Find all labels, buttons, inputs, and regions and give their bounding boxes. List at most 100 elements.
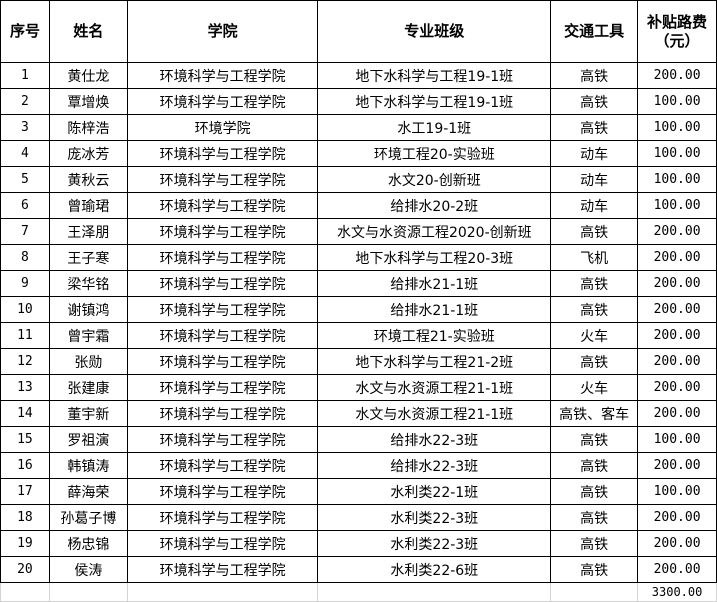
cell-subsidy: 200.00 <box>637 244 717 271</box>
cell-class: 给排水22-3班 <box>317 426 552 453</box>
cell-index: 7 <box>0 218 50 245</box>
cell-college: 环境科学与工程学院 <box>126 504 319 531</box>
table-row: 1 黄仕龙 环境科学与工程学院 地下水科学与工程19-1班 高铁 200.00 <box>0 62 717 89</box>
cell-name: 曾瑜珺 <box>48 192 128 219</box>
cell-college: 环境科学与工程学院 <box>126 244 319 271</box>
table-row: 19 杨忠锦 环境科学与工程学院 水利类22-3班 高铁 200.00 <box>0 530 717 557</box>
table-row: 5 黄秋云 环境科学与工程学院 水文20-创新班 动车 100.00 <box>0 166 717 193</box>
cell-index: 11 <box>0 322 50 349</box>
cell-name: 曾宇霜 <box>48 322 128 349</box>
header-subsidy: 补贴路费 （元） <box>637 0 717 63</box>
cell-college: 环境科学与工程学院 <box>126 296 319 323</box>
cell-transport: 高铁、客车 <box>550 400 639 427</box>
cell-name: 黄秋云 <box>48 166 128 193</box>
cell-name: 庞冰芳 <box>48 140 128 167</box>
cell-name: 王泽朋 <box>48 218 128 245</box>
cell-subsidy: 200.00 <box>637 62 717 89</box>
cell-college: 环境科学与工程学院 <box>126 400 319 427</box>
header-name: 姓名 <box>48 0 128 63</box>
cell-college: 环境科学与工程学院 <box>126 426 319 453</box>
header-transport: 交通工具 <box>550 0 639 63</box>
cell-index: 3 <box>0 114 50 141</box>
cell-class: 水文与水资源工程21-1班 <box>317 374 552 401</box>
cell-transport: 高铁 <box>550 426 639 453</box>
cell-transport: 火车 <box>550 322 639 349</box>
cell-transport: 飞机 <box>550 244 639 271</box>
cell-class: 水工19-1班 <box>317 114 552 141</box>
cell-name: 董宇新 <box>48 400 128 427</box>
cell-college: 环境科学与工程学院 <box>126 322 319 349</box>
cell-college: 环境科学与工程学院 <box>126 270 319 297</box>
table-row: 15 罗祖演 环境科学与工程学院 给排水22-3班 高铁 100.00 <box>0 426 717 453</box>
cell-index: 10 <box>0 296 50 323</box>
table-row: 2 覃增焕 环境科学与工程学院 地下水科学与工程19-1班 高铁 100.00 <box>0 88 717 115</box>
header-class: 专业班级 <box>317 0 552 63</box>
cell-transport: 高铁 <box>550 88 639 115</box>
cell-subsidy: 100.00 <box>637 192 717 219</box>
table-row: 3 陈梓浩 环境学院 水工19-1班 高铁 100.00 <box>0 114 717 141</box>
cell-college: 环境科学与工程学院 <box>126 192 319 219</box>
cell-index: 6 <box>0 192 50 219</box>
empty-cell <box>0 582 50 602</box>
table-row: 18 孙葛子博 环境科学与工程学院 水利类22-3班 高铁 200.00 <box>0 504 717 531</box>
empty-cell <box>48 582 128 602</box>
cell-index: 15 <box>0 426 50 453</box>
header-row: 序号 姓名 学院 专业班级 交通工具 补贴路费 （元） <box>0 0 717 63</box>
total-value: 3300.00 <box>637 582 717 602</box>
table-row: 10 谢镇鸿 环境科学与工程学院 给排水21-1班 高铁 200.00 <box>0 296 717 323</box>
cell-index: 19 <box>0 530 50 557</box>
cell-subsidy: 100.00 <box>637 88 717 115</box>
cell-index: 1 <box>0 62 50 89</box>
cell-subsidy: 100.00 <box>637 114 717 141</box>
cell-index: 8 <box>0 244 50 271</box>
cell-transport: 动车 <box>550 140 639 167</box>
cell-class: 环境工程20-实验班 <box>317 140 552 167</box>
cell-college: 环境科学与工程学院 <box>126 140 319 167</box>
cell-transport: 高铁 <box>550 452 639 479</box>
cell-name: 王子寒 <box>48 244 128 271</box>
cell-name: 薛海荣 <box>48 478 128 505</box>
table-row: 12 张勋 环境科学与工程学院 地下水科学与工程21-2班 高铁 200.00 <box>0 348 717 375</box>
cell-class: 水文20-创新班 <box>317 166 552 193</box>
empty-cell <box>317 582 552 602</box>
cell-subsidy: 200.00 <box>637 296 717 323</box>
cell-name: 罗祖演 <box>48 426 128 453</box>
table-row: 11 曾宇霜 环境科学与工程学院 环境工程21-实验班 火车 200.00 <box>0 322 717 349</box>
cell-transport: 高铁 <box>550 296 639 323</box>
cell-transport: 火车 <box>550 374 639 401</box>
table-row: 17 薛海荣 环境科学与工程学院 水利类22-1班 高铁 100.00 <box>0 478 717 505</box>
cell-index: 9 <box>0 270 50 297</box>
empty-cell <box>126 582 319 602</box>
cell-college: 环境科学与工程学院 <box>126 556 319 583</box>
cell-subsidy: 200.00 <box>637 218 717 245</box>
cell-class: 水利类22-1班 <box>317 478 552 505</box>
cell-class: 地下水科学与工程19-1班 <box>317 62 552 89</box>
cell-subsidy: 100.00 <box>637 166 717 193</box>
table-row: 4 庞冰芳 环境科学与工程学院 环境工程20-实验班 动车 100.00 <box>0 140 717 167</box>
cell-subsidy: 200.00 <box>637 400 717 427</box>
cell-name: 韩镇涛 <box>48 452 128 479</box>
cell-class: 水利类22-3班 <box>317 504 552 531</box>
cell-class: 水文与水资源工程2020-创新班 <box>317 218 552 245</box>
cell-class: 环境工程21-实验班 <box>317 322 552 349</box>
cell-name: 陈梓浩 <box>48 114 128 141</box>
cell-subsidy: 200.00 <box>637 504 717 531</box>
header-index: 序号 <box>0 0 50 63</box>
cell-index: 17 <box>0 478 50 505</box>
cell-transport: 高铁 <box>550 114 639 141</box>
cell-name: 杨忠锦 <box>48 530 128 557</box>
cell-college: 环境科学与工程学院 <box>126 452 319 479</box>
cell-name: 孙葛子博 <box>48 504 128 531</box>
cell-index: 14 <box>0 400 50 427</box>
cell-index: 13 <box>0 374 50 401</box>
cell-class: 地下水科学与工程21-2班 <box>317 348 552 375</box>
cell-subsidy: 200.00 <box>637 348 717 375</box>
cell-subsidy: 200.00 <box>637 322 717 349</box>
cell-class: 水利类22-6班 <box>317 556 552 583</box>
cell-college: 环境科学与工程学院 <box>126 166 319 193</box>
cell-name: 谢镇鸿 <box>48 296 128 323</box>
table-row: 6 曾瑜珺 环境科学与工程学院 给排水20-2班 动车 100.00 <box>0 192 717 219</box>
table-row: 20 侯涛 环境科学与工程学院 水利类22-6班 高铁 200.00 <box>0 556 717 583</box>
cell-transport: 动车 <box>550 192 639 219</box>
